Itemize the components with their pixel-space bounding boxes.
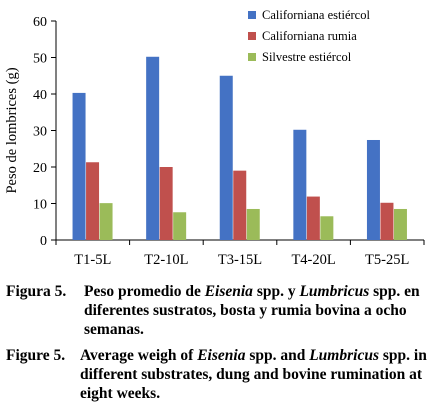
legend-label: Californiana rumia <box>262 29 357 43</box>
bar-chart: 0 10 20 30 40 50 60 Peso de lombrices (g) T1-5L T… <box>4 8 425 268</box>
legend-swatch <box>248 32 256 40</box>
caption-italic-genus: Eisenia <box>204 283 253 300</box>
x-tick-label: T1-5L <box>74 252 111 268</box>
x-tick-label: T2-10L <box>144 252 188 268</box>
caption-label: Figura 5. <box>6 283 67 300</box>
bar <box>393 208 407 240</box>
y-tick-label: 50 <box>33 52 47 67</box>
bar <box>293 129 307 240</box>
x-tick-label: T3-15L <box>218 252 262 268</box>
caption-text: Average weigh of Eisenia spp. and Lumbri… <box>6 346 434 403</box>
bar <box>86 162 100 240</box>
y-tick-label: 40 <box>33 88 47 103</box>
caption-italic-genus: Lumbricus <box>299 283 370 300</box>
bar <box>320 216 334 240</box>
bar <box>72 92 86 240</box>
chart-svg: 0 10 20 30 40 50 60 Peso de lombrices (g) T1-5L T… <box>4 8 425 268</box>
y-tick-label: 0 <box>40 234 47 249</box>
caption-italic-genus: Eisenia <box>197 347 246 364</box>
bar <box>146 56 160 240</box>
bar <box>380 202 394 240</box>
caption-text-part: spp. en diferentes sustratos, bosta y ru… <box>84 283 420 338</box>
caption-text-part: spp. y <box>252 283 300 300</box>
bar <box>99 203 113 240</box>
legend-swatch <box>248 11 256 19</box>
bar <box>173 212 187 240</box>
bar <box>233 170 247 240</box>
y-tick-label: 30 <box>33 125 47 140</box>
caption-text-part: spp. in different substrates, dung and b… <box>80 347 427 402</box>
y-tick-label: 20 <box>33 161 47 176</box>
x-tick-label: T4-20L <box>291 252 335 268</box>
figure-caption-english: Figure 5. Average weigh of Eisenia spp. … <box>6 346 434 403</box>
legend-swatch <box>248 53 256 61</box>
y-axis-label: Peso de lombrices (g) <box>4 67 20 193</box>
y-tick-label: 10 <box>33 198 47 213</box>
caption-text-part: Peso promedio de <box>84 283 205 300</box>
caption-text-part: Average weigh of <box>80 347 198 364</box>
caption-text: Peso promedio de Eisenia spp. y Lumbricu… <box>6 282 434 339</box>
bar <box>159 167 173 240</box>
figure-caption-spanish: Figura 5. Peso promedio de Eisenia spp. … <box>6 282 434 339</box>
y-tick-label: 60 <box>33 15 47 30</box>
bar <box>306 196 320 240</box>
caption-text-part: spp. and <box>245 347 310 364</box>
bar <box>246 208 260 240</box>
legend-label: Silvestre estiércol <box>262 50 352 64</box>
caption-label: Figure 5. <box>6 347 66 364</box>
x-tick-label: T5-25L <box>365 252 409 268</box>
caption-italic-genus: Lumbricus <box>309 347 379 364</box>
legend-label: Californiana estiércol <box>262 8 370 22</box>
bar <box>219 75 233 240</box>
bar <box>366 139 380 240</box>
